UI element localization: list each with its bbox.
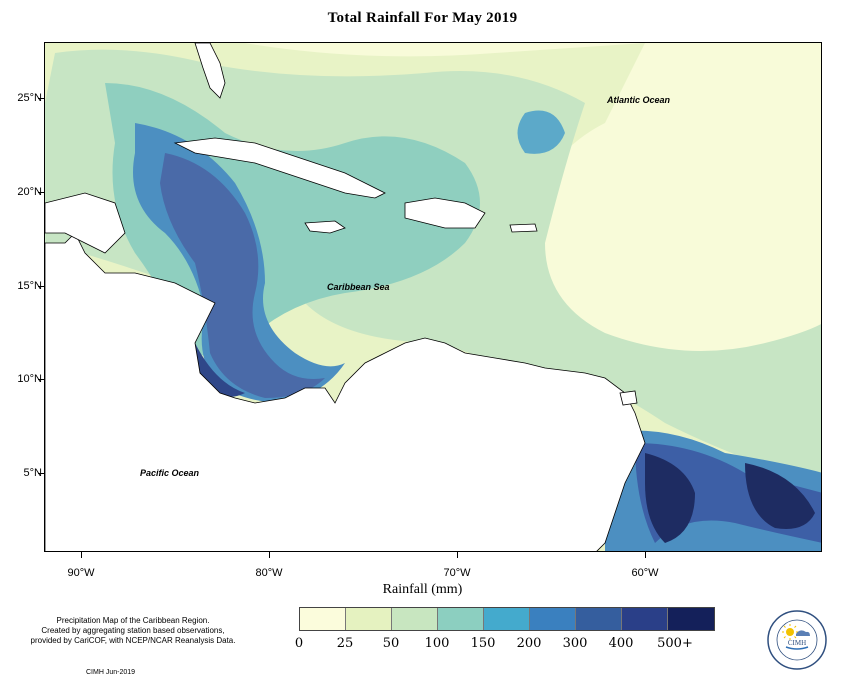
credits-line-2: Created by aggregating station based obs… bbox=[41, 626, 225, 635]
lat-label-20: 20°N bbox=[17, 186, 42, 198]
lat-label-5: 5°N bbox=[23, 467, 42, 479]
lon-label-60: 60°W bbox=[631, 567, 659, 579]
jamaica-land bbox=[304, 220, 346, 234]
legend-swatch bbox=[438, 608, 484, 630]
map-title: Total Rainfall For May 2019 bbox=[327, 10, 518, 26]
caribbean-sea-label: Caribbean Sea bbox=[327, 282, 390, 292]
lat-tick bbox=[38, 286, 44, 287]
lon-label-80: 80°W bbox=[255, 567, 283, 579]
legend-label: 200 bbox=[516, 636, 542, 651]
lon-tick bbox=[269, 552, 270, 558]
lon-label-70: 70°W bbox=[443, 567, 471, 579]
lat-tick bbox=[38, 379, 44, 380]
land-masses bbox=[45, 43, 646, 551]
atlantic-ocean-label: Atlantic Ocean bbox=[606, 95, 671, 105]
rainfall-legend bbox=[299, 607, 715, 631]
logo-text: CIMH bbox=[788, 639, 806, 647]
rainfall-map: Atlantic Ocean Caribbean Sea Pacific Oce… bbox=[44, 42, 822, 552]
florida-land bbox=[194, 43, 226, 99]
legend-swatch bbox=[346, 608, 392, 630]
lon-tick bbox=[81, 552, 82, 558]
legend-swatch bbox=[300, 608, 346, 630]
lat-label-10: 10°N bbox=[17, 373, 42, 385]
credits-line-3: provided by CariCOF, with NCEP/NCAR Rean… bbox=[30, 636, 236, 645]
legend-label: 25 bbox=[336, 636, 354, 651]
credits-line-1: Precipitation Map of the Caribbean Regio… bbox=[56, 616, 210, 625]
pacific-ocean-label: Pacific Ocean bbox=[140, 468, 200, 478]
legend-label: 50 bbox=[382, 636, 400, 651]
legend-label: 400 bbox=[608, 636, 634, 651]
legend-label: 500+ bbox=[657, 636, 693, 651]
legend-labels: 0 25 50 100 150 200 300 400 500+ bbox=[276, 636, 716, 656]
legend-label: 300 bbox=[562, 636, 588, 651]
legend-swatch bbox=[622, 608, 668, 630]
lat-label-25: 25°N bbox=[17, 92, 42, 104]
legend-label: 100 bbox=[424, 636, 450, 651]
legend-label: 0 bbox=[294, 636, 304, 651]
central-america-land bbox=[45, 232, 646, 551]
cuba-land bbox=[173, 137, 386, 199]
legend-swatch bbox=[576, 608, 622, 630]
date-note: CIMH Jun-2019 bbox=[86, 669, 136, 676]
trinidad-land bbox=[619, 390, 638, 406]
lat-label-15: 15°N bbox=[17, 280, 42, 292]
puerto-rico-land bbox=[509, 223, 538, 233]
legend-label: 150 bbox=[470, 636, 496, 651]
lon-label-90: 90°W bbox=[67, 567, 95, 579]
lat-tick bbox=[38, 98, 44, 99]
lon-tick bbox=[457, 552, 458, 558]
credits-text: Precipitation Map of the Caribbean Regio… bbox=[18, 616, 248, 646]
legend-swatch bbox=[392, 608, 438, 630]
cimh-logo-icon: CIMH bbox=[766, 609, 828, 671]
legend-swatch bbox=[668, 608, 714, 630]
legend-swatch bbox=[484, 608, 530, 630]
lat-tick bbox=[38, 473, 44, 474]
yucatan-land bbox=[45, 192, 126, 254]
hispaniola-land bbox=[404, 197, 486, 229]
lon-tick bbox=[645, 552, 646, 558]
axis-title: Rainfall (mm) bbox=[382, 582, 463, 597]
lat-tick bbox=[38, 192, 44, 193]
legend-swatch bbox=[530, 608, 576, 630]
